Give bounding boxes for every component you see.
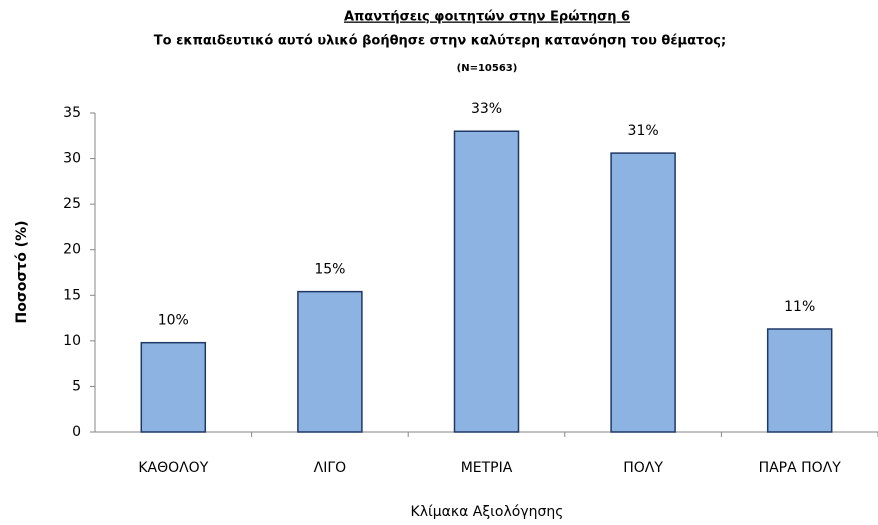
y-tick-label: 15	[63, 287, 81, 303]
x-tick-label: ΚΑΘΟΛΟΥ	[138, 460, 208, 476]
bar	[453, 130, 520, 433]
y-tick-label: 35	[63, 105, 81, 121]
y-axis-label: Ποσοστό (%)	[14, 220, 30, 323]
y-tick-label: 25	[63, 196, 81, 212]
x-axis-label: Κλίμακα Αξιολόγησης	[411, 504, 564, 520]
y-tick-label: 5	[72, 378, 81, 394]
chart-subtitle: Το εκπαιδευτικό αυτό υλικό βοήθησε στην …	[154, 34, 726, 49]
y-tick-label: 20	[63, 242, 81, 258]
value-label: 15%	[314, 262, 345, 278]
bar	[140, 341, 207, 433]
value-label: 31%	[628, 123, 659, 139]
chart-note: (N=10563)	[457, 63, 518, 74]
chart-title: Απαντήσεις φοιτητών στην Ερώτηση 6	[344, 10, 630, 25]
value-label: 11%	[784, 299, 815, 315]
x-tick-label: ΜΕΤΡΙΑ	[461, 460, 513, 476]
bar	[297, 290, 363, 433]
value-label: 33%	[471, 101, 502, 117]
y-tick-label: 30	[63, 151, 81, 167]
x-tick-label: ΠΑΡΑ ΠΟΛΥ	[759, 460, 842, 476]
y-tick-label: 10	[63, 333, 81, 349]
bar	[766, 328, 833, 433]
x-tick-label: ΠΟΛΥ	[623, 460, 663, 476]
y-tick-label: 0	[72, 424, 81, 440]
value-label: 10%	[158, 313, 189, 329]
x-tick-label: ΛΙΓΟ	[314, 460, 347, 476]
bar	[610, 152, 676, 433]
